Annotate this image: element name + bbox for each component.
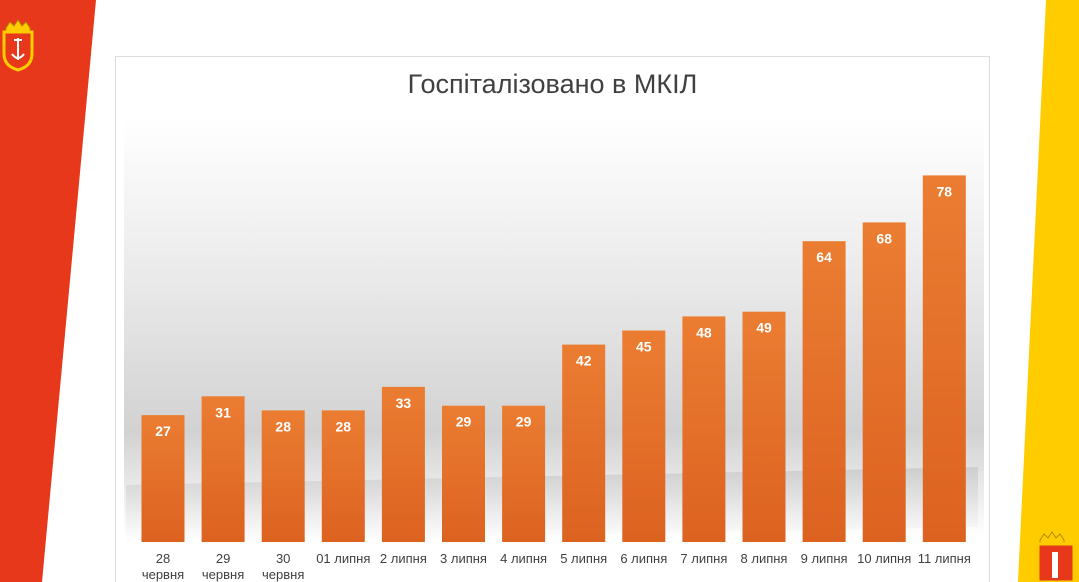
yellow-stripe: [1018, 0, 1079, 582]
x-tick-label-line: червня: [142, 567, 184, 582]
x-tick-label: 7 липня: [680, 551, 727, 566]
bar: [922, 175, 966, 542]
bar: [381, 386, 425, 542]
bar: [141, 415, 185, 542]
x-tick-label-line: 9 липня: [801, 551, 848, 566]
bars-layer: [141, 175, 966, 542]
bar-value-label: 33: [396, 395, 412, 411]
x-tick-label-line: 30: [276, 551, 290, 566]
bar-value-label: 48: [696, 324, 712, 340]
x-tick-label: 9 липня: [801, 551, 848, 566]
x-tick-label: 3 липня: [440, 551, 487, 566]
x-tick-label-line: 01 липня: [316, 551, 370, 566]
chart-container: 27 31 28 28 33 29 29 42 45 48 49 64 68 78 28 червня 29 ч…: [115, 56, 990, 582]
bar-value-label: 68: [876, 230, 892, 246]
bar-value-label: 29: [516, 414, 532, 430]
bar-value-label: 78: [937, 183, 953, 199]
bar-value-label: 31: [215, 404, 231, 420]
x-tick-label-line: 10 липня: [857, 551, 911, 566]
x-tick-label: 11 липня: [918, 551, 971, 566]
x-tick-label-line: 3 липня: [440, 551, 487, 566]
bar-value-label: 45: [636, 339, 652, 355]
x-tick-label: 30 червня: [262, 551, 304, 582]
bar-value-label: 29: [456, 414, 472, 430]
x-tick-label: 8 липня: [741, 551, 788, 566]
bar: [442, 405, 485, 542]
odesa-coat-of-arms-icon: [2, 19, 34, 72]
bar-value-label: 49: [756, 320, 772, 336]
x-tick-label-line: 8 липня: [741, 551, 788, 566]
bar: [321, 410, 365, 542]
bar: [261, 410, 305, 542]
x-tick-label: 6 липня: [620, 551, 667, 566]
bar: [201, 396, 245, 542]
bar-value-label: 27: [155, 423, 171, 439]
bar: [862, 222, 906, 542]
x-tick-label-line: 5 липня: [560, 551, 607, 566]
x-tick-label: 01 липня: [316, 551, 370, 566]
bar-value-label: 64: [816, 249, 832, 265]
x-tick-label: 10 липня: [857, 551, 911, 566]
x-tick-label: 4 липня: [500, 551, 547, 566]
x-tick-label-line: 29: [216, 551, 230, 566]
x-tick-label-line: 28: [156, 551, 170, 566]
odesa-coat-of-arms-icon: [1036, 531, 1076, 582]
x-tick-label-line: 2 липня: [380, 551, 427, 566]
x-tick-label-line: 7 липня: [680, 551, 727, 566]
x-tick-label-line: червня: [262, 567, 304, 582]
x-tick-label-line: червня: [202, 567, 244, 582]
bar: [742, 311, 786, 542]
bar: [682, 316, 726, 542]
bar: [562, 344, 606, 542]
bar-value-label: 28: [336, 418, 352, 434]
value-labels-layer: 27 31 28 28 33 29 29 42 45 48 49 64 68 78: [155, 183, 952, 439]
bar-value-label: 42: [576, 353, 592, 369]
x-tick-label: 2 липня: [380, 551, 427, 566]
chart-title: Госпіталізовано в МКІЛ: [407, 69, 698, 99]
x-tick-label: 5 липня: [560, 551, 607, 566]
red-stripe: [0, 0, 96, 582]
bar: [622, 330, 666, 542]
bar: [502, 405, 546, 542]
x-tick-label-line: 6 липня: [620, 551, 667, 566]
x-tick-label: 28 червня: [142, 551, 184, 582]
x-tick-label-line: 4 липня: [500, 551, 547, 566]
bar: [802, 241, 846, 542]
bar-value-label: 28: [275, 418, 291, 434]
x-tick-label-line: 11 липня: [918, 551, 971, 566]
x-tick-label: 29 червня: [202, 551, 244, 582]
